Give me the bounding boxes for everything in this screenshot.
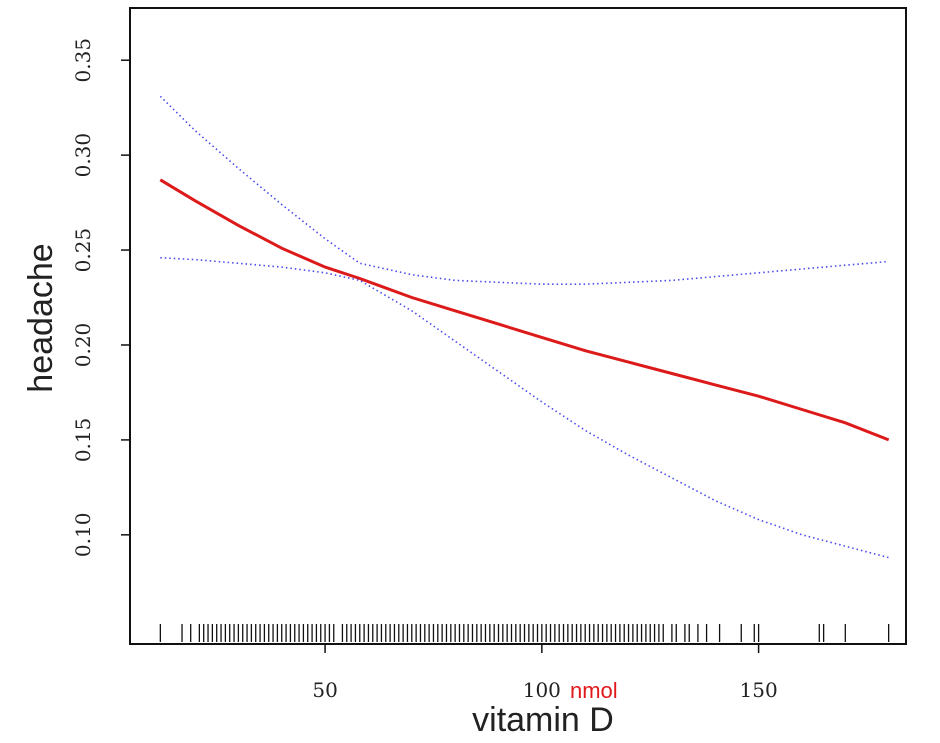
y-axis: 0.10 0.15 0.20 0.25 0.30 0.35 [71, 38, 130, 557]
y-tick-label: 0.15 [71, 418, 95, 463]
x-axis: 50 100 150 [312, 644, 778, 702]
y-tick-label: 0.20 [71, 323, 95, 368]
rug-plot [159, 624, 890, 642]
plot-frame [129, 7, 907, 645]
unit-annotation: nmol [570, 678, 618, 703]
x-tick-label: 150 [740, 678, 778, 702]
series-lines [159, 95, 890, 559]
x-axis-title: vitamin D [472, 701, 614, 739]
x-tick-label: 50 [312, 678, 337, 702]
y-tick-label: 0.10 [71, 513, 95, 558]
series-estimate [159, 178, 890, 442]
y-tick-label: 0.25 [71, 228, 95, 273]
y-tick-label: 0.35 [71, 38, 95, 83]
series-lower-ci [160, 256, 889, 559]
series-upper-ci [159, 95, 889, 285]
y-tick-label: 0.30 [71, 133, 95, 178]
x-tick-label: 100 [523, 678, 561, 702]
y-axis-title: headache [22, 243, 60, 392]
